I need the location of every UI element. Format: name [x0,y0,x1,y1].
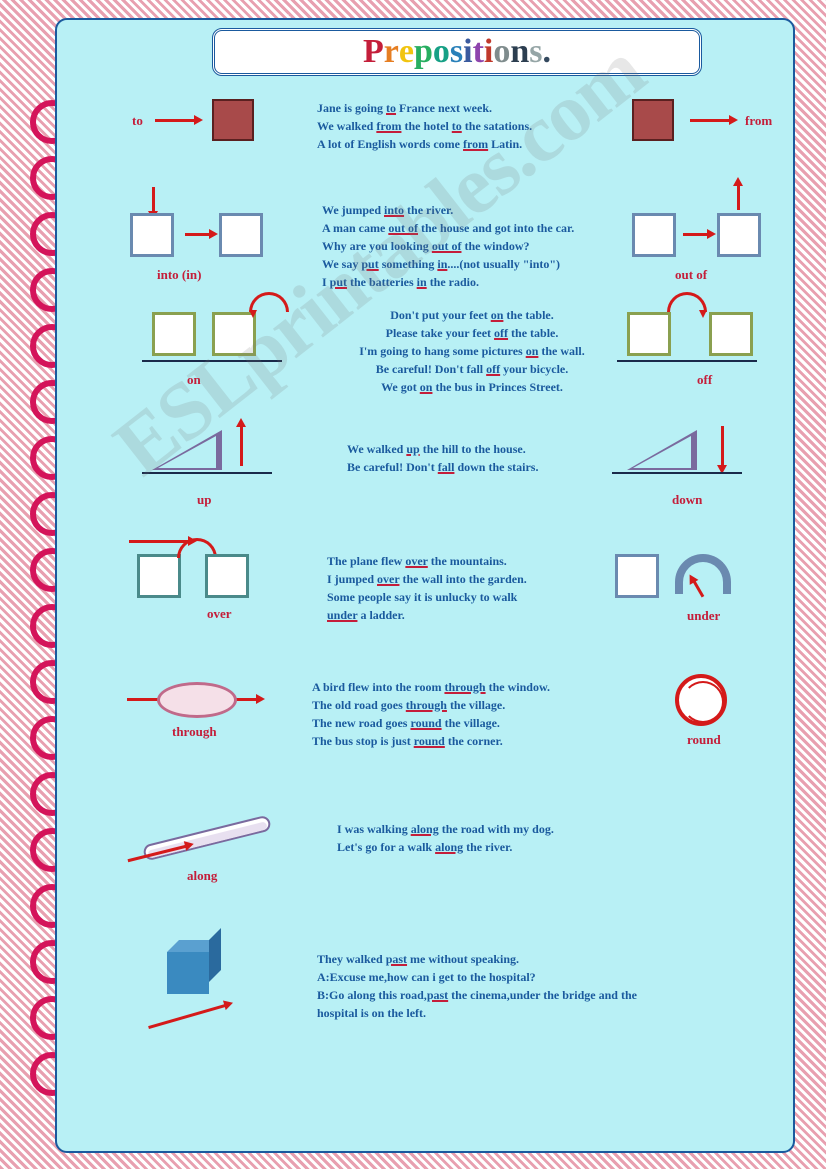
label-through: through [172,724,217,740]
box-into-1 [130,213,174,257]
label-outof: out of [675,267,707,283]
label-on: on [187,372,201,388]
label-down: down [672,492,702,508]
text-over-under: The plane flew over the mountains.I jump… [327,552,527,624]
bar-along [142,815,272,862]
box-from [632,99,674,141]
box-under [615,554,659,598]
arrow-to [155,119,195,122]
label-over: over [207,606,232,622]
label-under: under [687,608,720,624]
label-round: round [687,732,721,748]
text-on-off: Don't put your feet on the table.Please … [332,306,612,396]
label-up: up [197,492,211,508]
triangle-up [152,430,222,470]
box-on-2 [212,312,256,356]
baseline-on [142,360,282,362]
box-on-1 [152,312,196,356]
text-through-round: A bird flew into the room through the wi… [312,678,550,750]
baseline-down [612,472,742,474]
label-along: along [187,868,217,884]
text-past: They walked past me without speaking.A:E… [317,950,637,1022]
arrow-outof-up [737,185,740,210]
arrow-outof-right [683,233,708,236]
circle-round [675,674,727,726]
triangle-down [627,430,697,470]
arrow-off [667,292,707,312]
arrow-on [249,292,289,312]
arrow-up [240,426,243,466]
page-title: Prepositions. [212,28,702,76]
box-over-1 [137,554,181,598]
label-off: off [697,372,712,388]
text-into-outof: We jumped into the river.A man came out … [322,201,574,291]
box-off-2 [709,312,753,356]
box-into-2 [219,213,263,257]
arrow-past [148,1004,226,1029]
label-into: into (in) [157,267,201,283]
arrow-from [690,119,730,122]
worksheet-page: Prepositions. to Jane is going to France… [55,18,795,1153]
baseline-off [617,360,757,362]
text-along: I was walking along the road with my dog… [337,820,554,856]
cube-past [167,952,209,994]
arrow-down [721,426,724,466]
label-from: from [745,113,772,129]
label-to: to [132,113,143,129]
baseline-up [142,472,272,474]
box-over-2 [205,554,249,598]
box-outof-2 [717,213,761,257]
box-outof-1 [632,213,676,257]
arrow-into-down [152,187,155,212]
box-to [212,99,254,141]
text-to-from: Jane is going to France next week.We wal… [317,99,532,153]
arch-under [675,554,731,594]
text-up-down: We walked up the hill to the house.Be ca… [347,440,538,476]
arrow-over-top [129,540,189,543]
box-off-1 [627,312,671,356]
arrow-into-right [185,233,210,236]
ellipse-through [157,682,237,718]
